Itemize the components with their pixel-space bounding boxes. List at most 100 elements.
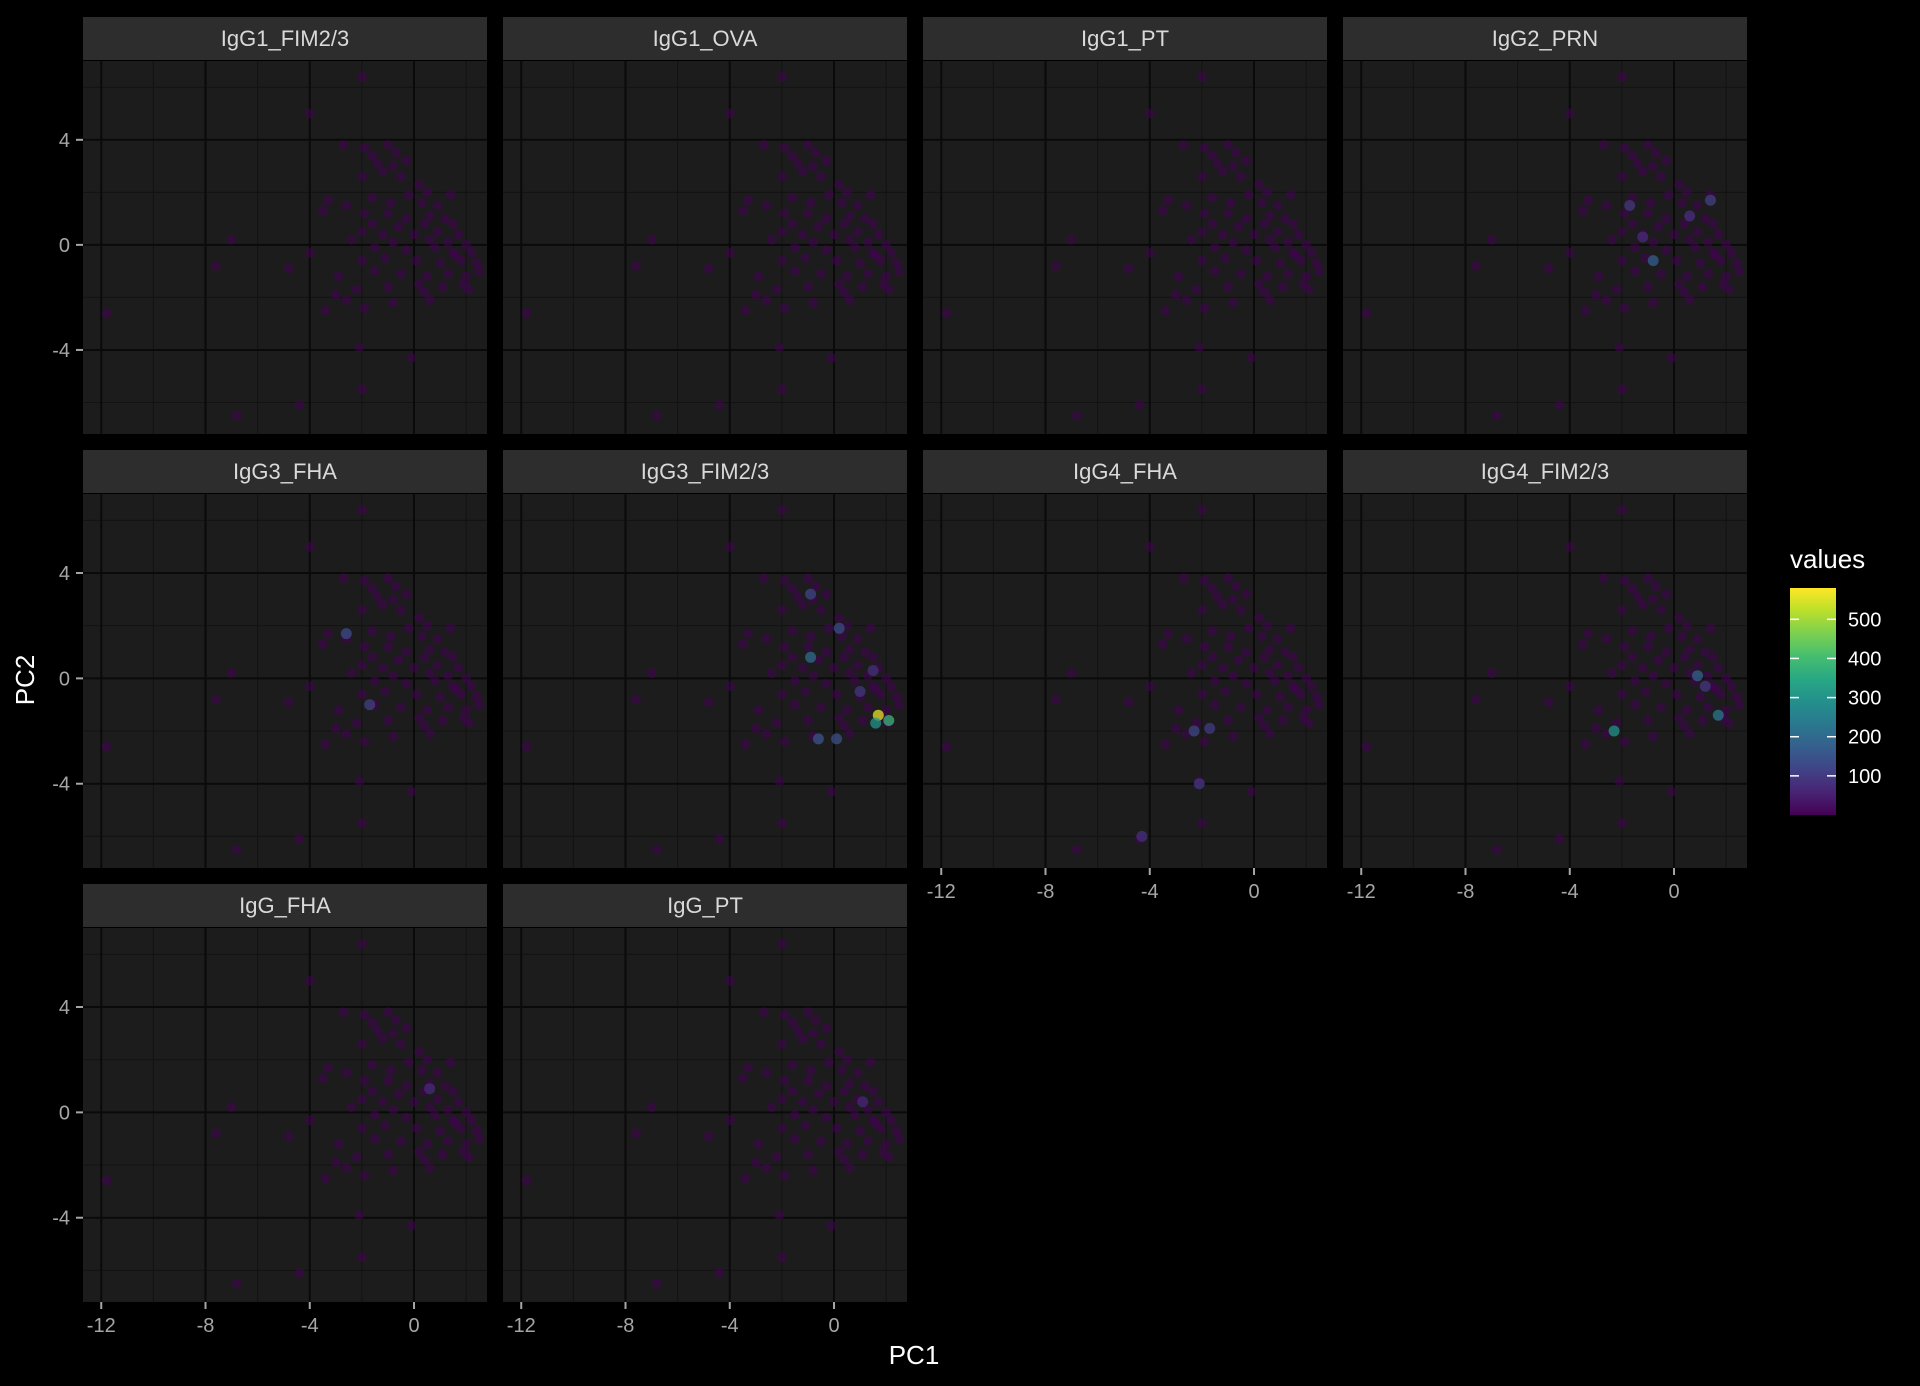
data-point: [1661, 678, 1672, 689]
data-point: [766, 1102, 777, 1113]
data-point: [1259, 652, 1270, 663]
data-point: [1627, 583, 1638, 594]
data-point: [1663, 190, 1674, 200]
data-point: [1236, 268, 1246, 279]
data-point: [1207, 150, 1218, 161]
data-point: [453, 229, 464, 240]
data-point: [1196, 255, 1207, 266]
data-point: [356, 226, 367, 237]
data-point: [383, 208, 393, 219]
data-point: [826, 352, 837, 363]
data-point: [737, 205, 748, 216]
colorbar: [1790, 588, 1836, 815]
data-point: [1656, 171, 1666, 182]
data-point: [1196, 660, 1207, 671]
data-point: [1249, 662, 1259, 673]
facet-label: IgG1_PT: [1081, 26, 1169, 51]
data-point: [356, 71, 367, 82]
x-tick-label: 0: [828, 1315, 839, 1337]
data-point: [829, 229, 839, 240]
data-point: [779, 1170, 790, 1181]
data-point: [1285, 190, 1296, 200]
data-point: [750, 723, 761, 734]
data-point: [226, 234, 237, 245]
data-point: [1721, 271, 1732, 282]
data-point: [1682, 705, 1693, 715]
data-point: [779, 208, 790, 219]
data-point: [1186, 668, 1197, 679]
data-point: [1246, 352, 1257, 363]
data-point: [1236, 604, 1246, 615]
x-tick-label: -12: [507, 1315, 536, 1337]
data-point: [821, 1023, 832, 1034]
data-point: [424, 728, 435, 739]
data-point: [1543, 263, 1554, 274]
data-point: [461, 239, 472, 250]
data-point: [341, 728, 352, 739]
data-point: [1721, 239, 1732, 250]
data-point: [787, 1060, 798, 1070]
data-point: [1682, 187, 1693, 198]
data-point: [432, 200, 443, 211]
data-point: [424, 234, 435, 245]
data-point: [1217, 229, 1228, 240]
data-point: [320, 739, 331, 750]
data-point: [1616, 71, 1627, 82]
data-point: [1228, 161, 1239, 172]
data-point: [1264, 668, 1275, 679]
data-point: [844, 211, 855, 221]
data-point: [1723, 718, 1734, 729]
data-point: [1661, 589, 1672, 600]
data-point: [1251, 689, 1262, 700]
data-point: [816, 1136, 826, 1147]
data-point: [422, 1054, 433, 1065]
x-tick-label: 0: [1668, 881, 1679, 903]
data-point: [1684, 234, 1695, 245]
data-point: [1259, 720, 1270, 731]
data-point: [855, 258, 866, 269]
data-point: [803, 281, 813, 292]
data-point: [842, 705, 853, 715]
data-point: [1160, 739, 1171, 750]
data-point: [842, 1054, 853, 1065]
data-point: [852, 1067, 863, 1078]
data-point: [1243, 190, 1254, 200]
data-point: [367, 1017, 378, 1028]
data-point: [787, 626, 798, 636]
data-point: [461, 271, 472, 282]
data-point: [416, 631, 427, 642]
data-point: [1702, 268, 1713, 279]
data-point: [369, 1133, 380, 1144]
y-tick-label: 0: [59, 235, 70, 257]
data-point: [448, 218, 459, 229]
x-tick-label: -4: [721, 1315, 739, 1337]
data-point: [873, 229, 884, 240]
data-point: [803, 1007, 813, 1018]
data-point: [356, 689, 367, 700]
data-point: [758, 140, 769, 151]
data-point: [1611, 284, 1622, 295]
data-point: [1590, 289, 1601, 300]
data-point: [388, 1165, 399, 1176]
data-point: [646, 234, 657, 245]
data-point: [401, 678, 412, 689]
data-point: [776, 255, 787, 266]
data-point: [766, 234, 777, 245]
data-point: [1721, 673, 1732, 684]
data-point: [761, 1162, 772, 1173]
data-point: [411, 1123, 422, 1134]
panel-background: [83, 61, 487, 434]
data-point: [1648, 594, 1659, 605]
data-point: [383, 1075, 393, 1086]
data-point: [424, 1162, 435, 1173]
data-point: [808, 1028, 819, 1039]
data-point: [803, 1149, 813, 1160]
y-tick-label: 4: [59, 130, 70, 152]
data-point: [1629, 676, 1640, 686]
data-point: [388, 1104, 399, 1115]
data-point: [787, 192, 798, 203]
y-tick-label: 0: [59, 668, 70, 690]
data-point: [776, 1252, 787, 1263]
data-point: [356, 1252, 367, 1263]
data-point: [409, 1096, 419, 1107]
